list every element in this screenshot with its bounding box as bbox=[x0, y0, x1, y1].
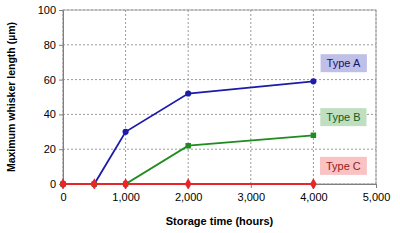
series-marker bbox=[123, 129, 129, 135]
series-marker bbox=[185, 90, 191, 96]
y-axis: 0 20 40 60 80 100 bbox=[38, 4, 64, 190]
series-marker bbox=[60, 178, 67, 189]
y-tick-label: 80 bbox=[44, 39, 56, 51]
y-tick-label: 40 bbox=[44, 108, 56, 120]
x-tick-label: 4,000 bbox=[300, 191, 328, 203]
y-tick: 80 bbox=[44, 39, 63, 51]
grid-line bbox=[63, 184, 376, 185]
series-label: Type B bbox=[320, 108, 366, 126]
grid-line bbox=[250, 10, 251, 184]
series-marker bbox=[185, 143, 190, 148]
y-tick-mark bbox=[59, 10, 63, 11]
grid-line bbox=[63, 10, 64, 184]
y-tick: 60 bbox=[44, 74, 63, 86]
series-line bbox=[63, 135, 313, 184]
series-label-text: Type C bbox=[326, 160, 361, 172]
x-axis-line bbox=[64, 184, 377, 185]
series-area bbox=[60, 78, 317, 189]
series-label-box bbox=[320, 108, 366, 126]
y-tick-label: 60 bbox=[44, 74, 56, 86]
y-tick: 20 bbox=[44, 143, 63, 155]
x-tick: 5,000 bbox=[363, 184, 391, 203]
plot: 0 1,000 2,000 3,000 4,000 5,000 0 20 40 60 80 100 Ty… bbox=[38, 4, 391, 203]
y-axis-line bbox=[63, 11, 64, 185]
grid-line bbox=[63, 10, 376, 11]
grid-line bbox=[376, 10, 377, 184]
grid bbox=[63, 10, 376, 184]
series-label: Type A bbox=[321, 54, 367, 72]
series-marker bbox=[310, 78, 316, 84]
x-tick-label: 5,000 bbox=[363, 191, 391, 203]
y-tick-mark bbox=[59, 114, 63, 115]
x-tick: 3,000 bbox=[238, 184, 266, 203]
y-tick-mark bbox=[59, 149, 63, 150]
x-tick-label: 1,000 bbox=[112, 191, 140, 203]
x-tick-label: 0 bbox=[60, 191, 66, 203]
series-marker bbox=[311, 133, 316, 138]
series-label-box bbox=[321, 54, 367, 72]
grid-line bbox=[188, 10, 189, 184]
series-marker bbox=[122, 178, 129, 189]
series-label-text: Type A bbox=[327, 57, 361, 69]
series-label: Type C bbox=[320, 157, 367, 175]
grid-line bbox=[63, 44, 376, 45]
y-tick-mark bbox=[59, 80, 63, 81]
y-tick: 100 bbox=[38, 4, 63, 16]
y-tick-mark bbox=[59, 45, 63, 46]
y-tick-label: 0 bbox=[50, 178, 56, 190]
y-tick-label: 20 bbox=[44, 143, 56, 155]
x-axis: 0 1,000 2,000 3,000 4,000 5,000 bbox=[60, 184, 390, 203]
grid-line bbox=[125, 10, 126, 184]
grid-line bbox=[63, 79, 376, 80]
series-marker bbox=[91, 178, 98, 189]
series-line bbox=[63, 81, 313, 184]
series-label-box bbox=[320, 157, 367, 175]
x-axis-title: Storage time (hours) bbox=[166, 215, 274, 227]
series-marker bbox=[185, 178, 192, 189]
y-tick-label: 100 bbox=[38, 4, 56, 16]
series-labels: Type A Type B Type C bbox=[320, 54, 367, 175]
x-tick-label: 3,000 bbox=[238, 191, 266, 203]
x-tick-mark bbox=[376, 184, 377, 188]
y-axis-title: Maximum whisker length (µm) bbox=[5, 22, 17, 172]
y-tick: 40 bbox=[44, 108, 63, 120]
series-label-text: Type B bbox=[326, 111, 360, 123]
chart: 0 1,000 2,000 3,000 4,000 5,000 0 20 40 60 80 100 Ty… bbox=[0, 0, 400, 233]
series-marker bbox=[310, 178, 317, 189]
x-tick-label: 2,000 bbox=[175, 191, 203, 203]
grid-line bbox=[63, 149, 376, 150]
grid-line bbox=[313, 10, 314, 184]
plot-frame bbox=[63, 10, 376, 184]
